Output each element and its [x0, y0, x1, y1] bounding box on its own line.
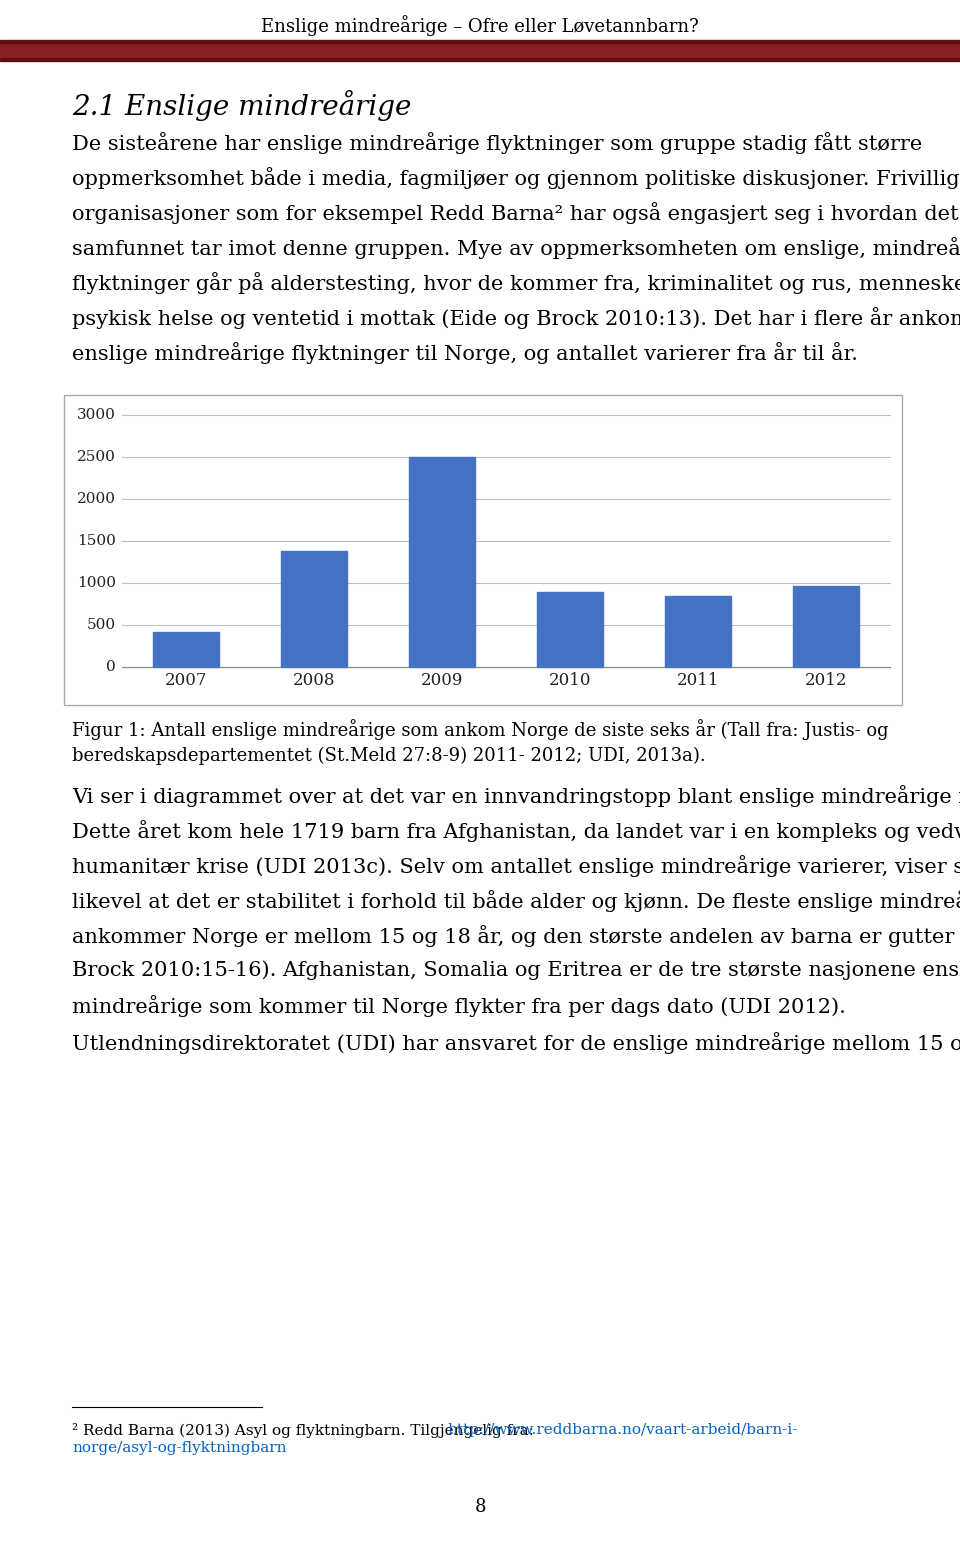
Text: norge/asyl-og-flyktningbarn: norge/asyl-og-flyktningbarn: [72, 1441, 286, 1455]
Text: 2010: 2010: [549, 672, 591, 689]
Text: oppmerksomhet både i media, fagmiljøer og gjennom politiske diskusjoner. Frivill: oppmerksomhet både i media, fagmiljøer o…: [72, 166, 960, 190]
Text: mindreårige som kommer til Norge flykter fra per dags dato (UDI 2012).: mindreårige som kommer til Norge flykter…: [72, 995, 846, 1017]
Text: 2012: 2012: [804, 672, 848, 689]
Text: Figur 1: Antall enslige mindreårige som ankom Norge de siste seks år (Tall fra: : Figur 1: Antall enslige mindreårige som …: [72, 718, 889, 740]
Text: psykisk helse og ventetid i mottak (Eide og Brock 2010:13). Det har i flere år a: psykisk helse og ventetid i mottak (Eide…: [72, 306, 960, 330]
Bar: [0, 58, 960, 61]
Text: 3000: 3000: [77, 409, 116, 423]
Text: 2011: 2011: [677, 672, 719, 689]
Bar: [793, 586, 859, 667]
Text: beredskapsdepartementet (St.Meld 27:8-9) 2011- 2012; UDI, 2013a).: beredskapsdepartementet (St.Meld 27:8-9)…: [72, 746, 706, 765]
Bar: [64, 395, 902, 704]
Text: 2009: 2009: [420, 672, 463, 689]
Bar: [0, 40, 960, 44]
Text: samfunnet tar imot denne gruppen. Mye av oppmerksomheten om enslige, mindreårige: samfunnet tar imot denne gruppen. Mye av…: [72, 236, 960, 260]
Text: organisasjoner som for eksempel Redd Barna² har også engasjert seg i hvordan det: organisasjoner som for eksempel Redd Bar…: [72, 202, 960, 224]
Text: De sisteårene har enslige mindreårige flyktninger som gruppe stadig fått større: De sisteårene har enslige mindreårige fl…: [72, 132, 923, 154]
Text: 2008: 2008: [293, 672, 335, 689]
Text: 500: 500: [86, 617, 116, 631]
Text: 1000: 1000: [77, 577, 116, 591]
Text: Utlendningsdirektoratet (UDI) har ansvaret for de enslige mindreårige mellom 15 : Utlendningsdirektoratet (UDI) har ansvar…: [72, 1033, 960, 1054]
Text: Enslige mindreårige – Ofre eller Løvetannbarn?: Enslige mindreårige – Ofre eller Løvetan…: [261, 16, 699, 36]
Text: ² Redd Barna (2013) Asyl og flyktningbarn. Tilgjengelig fra:: ² Redd Barna (2013) Asyl og flyktningbar…: [72, 1423, 539, 1438]
Text: Dette året kom hele 1719 barn fra Afghanistan, da landet var i en kompleks og ve: Dette året kom hele 1719 barn fra Afghan…: [72, 819, 960, 841]
Text: 0: 0: [107, 659, 116, 673]
Text: 2000: 2000: [77, 493, 116, 507]
Bar: [0, 44, 960, 58]
Bar: [153, 631, 219, 667]
Text: 2007: 2007: [165, 672, 207, 689]
Text: flyktninger går på alderstesting, hvor de kommer fra, kriminalitet og rus, menne: flyktninger går på alderstesting, hvor d…: [72, 272, 960, 294]
Text: 1500: 1500: [77, 535, 116, 549]
Text: ankommer Norge er mellom 15 og 18 år, og den største andelen av barna er gutter : ankommer Norge er mellom 15 og 18 år, og…: [72, 925, 960, 947]
Text: likevel at det er stabilitet i forhold til både alder og kjønn. De fleste enslig: likevel at det er stabilitet i forhold t…: [72, 889, 960, 911]
Bar: [537, 592, 603, 667]
Text: enslige mindreårige flyktninger til Norge, og antallet varierer fra år til år.: enslige mindreårige flyktninger til Norg…: [72, 342, 858, 364]
Text: Brock 2010:15-16). Afghanistan, Somalia og Eritrea er de tre største nasjonene e: Brock 2010:15-16). Afghanistan, Somalia …: [72, 959, 960, 980]
Text: 2500: 2500: [77, 451, 116, 465]
Text: Vi ser i diagrammet over at det var en innvandringstopp blant enslige mindreårig: Vi ser i diagrammet over at det var en i…: [72, 785, 960, 807]
Text: 8: 8: [474, 1497, 486, 1516]
Bar: [280, 552, 348, 667]
Text: humanitær krise (UDI 2013c). Selv om antallet enslige mindreårige varierer, vise: humanitær krise (UDI 2013c). Selv om ant…: [72, 855, 960, 877]
Text: http://www.reddbarna.no/vaart-arbeid/barn-i-: http://www.reddbarna.no/vaart-arbeid/bar…: [447, 1423, 798, 1437]
Bar: [409, 457, 475, 667]
Text: 2.1 Enslige mindreårige: 2.1 Enslige mindreårige: [72, 90, 412, 121]
Bar: [664, 596, 732, 667]
